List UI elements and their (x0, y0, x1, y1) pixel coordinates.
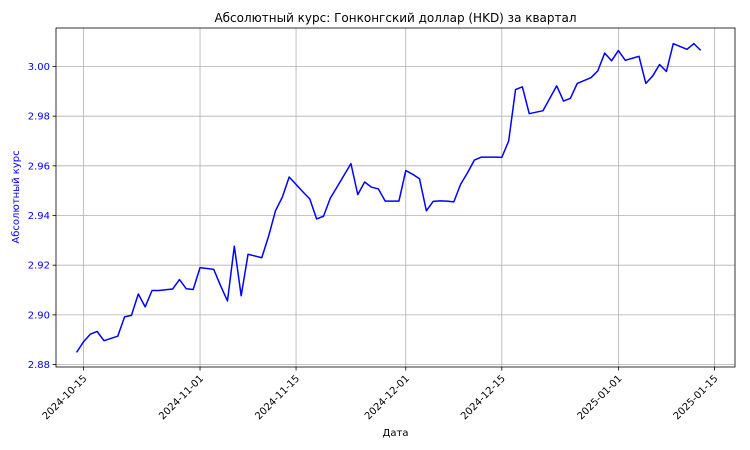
y-tick-label: 3.00 (28, 62, 50, 73)
y-axis-label: Абсолютный курс (11, 150, 22, 243)
x-axis-label: Дата (383, 428, 409, 439)
plot-frame (55, 27, 736, 368)
plot-border (55, 27, 736, 368)
y-tick-label: 2.92 (28, 261, 50, 272)
chart-title: Абсолютный курс: Гонконгский доллар (HKD… (214, 11, 576, 25)
y-tick-label: 2.98 (28, 112, 50, 123)
y-tick-label: 2.96 (28, 161, 50, 172)
y-tick-label: 2.88 (28, 360, 50, 371)
y-tick-label: 2.90 (28, 310, 50, 321)
grid (56, 28, 735, 367)
series-layer (75, 42, 702, 353)
y-tick-label: 2.94 (28, 211, 50, 222)
